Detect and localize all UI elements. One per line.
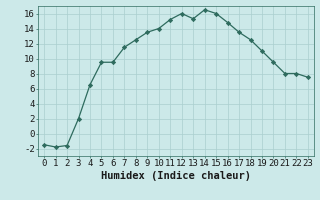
X-axis label: Humidex (Indice chaleur): Humidex (Indice chaleur) [101,171,251,181]
